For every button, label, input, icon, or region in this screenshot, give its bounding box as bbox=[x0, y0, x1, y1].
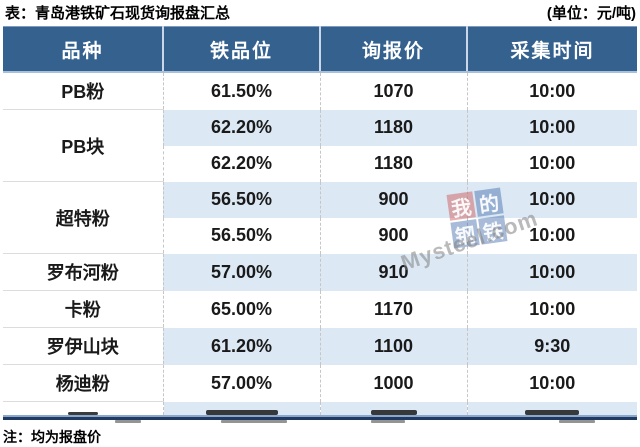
variety-cell: 杨迪粉 bbox=[3, 364, 163, 402]
table-row: 罗伊山块 61.20% 1100 9:30 bbox=[3, 327, 637, 365]
variety-cell: 罗伊山块 bbox=[3, 327, 163, 365]
time-cell: 10:00 bbox=[466, 109, 637, 146]
data-table: 品种 铁品位 询报价 采集时间 PB粉 61.50% 1070 10:00 PB块 62.20%… bbox=[3, 26, 637, 415]
price-cell: 1000 bbox=[319, 364, 467, 402]
truncated-cell bbox=[162, 401, 320, 415]
column-header-3: 采集时间 bbox=[466, 26, 637, 73]
table-row: 超特粉 56.50% 900 10:00 bbox=[3, 181, 637, 254]
time-cell: 10:00 bbox=[466, 72, 637, 110]
table-bottom-border bbox=[3, 415, 637, 420]
price-cell: 900 bbox=[319, 181, 467, 218]
time-cell: 10:00 bbox=[466, 290, 637, 328]
column-header-1: 铁品位 bbox=[162, 26, 320, 73]
table-row: PB块 62.20% 1180 10:00 bbox=[3, 109, 637, 182]
iron-ore-price-table: 品种 铁品位 询报价 采集时间 PB粉 61.50% 1070 10:00 PB块 62.20%… bbox=[3, 26, 637, 415]
time-cell: 10:00 bbox=[466, 217, 637, 254]
glyph-fragment bbox=[371, 420, 405, 423]
grade-cell: 62.20% bbox=[162, 109, 320, 146]
unit-label: (单位：元/吨) bbox=[546, 5, 636, 22]
grade-cell: 61.20% bbox=[162, 327, 320, 365]
table-row: PB粉 61.50% 1070 10:00 bbox=[3, 72, 637, 110]
variety-cell: 超特粉 bbox=[3, 181, 163, 254]
table-header: 品种 铁品位 询报价 采集时间 bbox=[3, 26, 637, 73]
glyph-fragment bbox=[525, 410, 580, 415]
glyph-fragment bbox=[115, 420, 141, 423]
variety-cell: 卡粉 bbox=[3, 290, 163, 328]
price-cell: 1100 bbox=[319, 327, 467, 365]
variety-cell: PB块 bbox=[3, 109, 163, 182]
variety-cell: PB粉 bbox=[3, 72, 163, 110]
table-row: 56.50% 900 10:00 bbox=[3, 217, 637, 254]
truncated-cell bbox=[319, 401, 467, 415]
grade-cell: 57.00% bbox=[162, 364, 320, 402]
grade-cell: 57.00% bbox=[162, 253, 320, 291]
price-cell: 1180 bbox=[319, 145, 467, 182]
table-title: 表：青岛港铁矿石现货询报盘汇总 bbox=[5, 5, 231, 22]
price-cell: 1180 bbox=[319, 109, 467, 146]
table-row: 卡粉 65.00% 1170 10:00 bbox=[3, 290, 637, 328]
time-cell: 10:00 bbox=[466, 253, 637, 291]
glyph-fragment bbox=[67, 412, 98, 415]
column-header-2: 询报价 bbox=[319, 26, 467, 73]
grade-cell: 62.20% bbox=[162, 145, 320, 182]
grade-cell: 56.50% bbox=[162, 181, 320, 218]
time-cell: 10:00 bbox=[466, 181, 637, 218]
truncated-row-glyph-bottoms bbox=[3, 420, 637, 425]
glyph-fragment bbox=[559, 420, 595, 423]
price-cell: 1170 bbox=[319, 290, 467, 328]
glyph-fragment bbox=[205, 410, 278, 415]
price-cell: 910 bbox=[319, 253, 467, 291]
table-row: 杨迪粉 57.00% 1000 10:00 bbox=[3, 364, 637, 402]
truncated-cell bbox=[466, 401, 637, 415]
truncated-row bbox=[3, 401, 637, 415]
time-cell: 10:00 bbox=[466, 145, 637, 182]
price-cell: 900 bbox=[319, 217, 467, 254]
column-header-0: 品种 bbox=[3, 26, 163, 73]
title-bar: 表：青岛港铁矿石现货询报盘汇总 (单位：元/吨) bbox=[0, 0, 640, 26]
truncated-cell bbox=[3, 401, 163, 415]
glyph-fragment bbox=[370, 410, 417, 415]
price-cell: 1070 bbox=[319, 72, 467, 110]
grade-cell: 61.50% bbox=[162, 72, 320, 110]
grade-cell: 56.50% bbox=[162, 217, 320, 254]
time-cell: 10:00 bbox=[466, 364, 637, 402]
footnote: 注：均为报盘价 bbox=[3, 429, 101, 445]
table-row: 62.20% 1180 10:00 bbox=[3, 145, 637, 182]
grade-cell: 65.00% bbox=[162, 290, 320, 328]
variety-cell: 罗布河粉 bbox=[3, 253, 163, 291]
glyph-fragment bbox=[221, 420, 287, 423]
time-cell: 9:30 bbox=[466, 327, 637, 365]
table-row: 罗布河粉 57.00% 910 10:00 bbox=[3, 253, 637, 291]
